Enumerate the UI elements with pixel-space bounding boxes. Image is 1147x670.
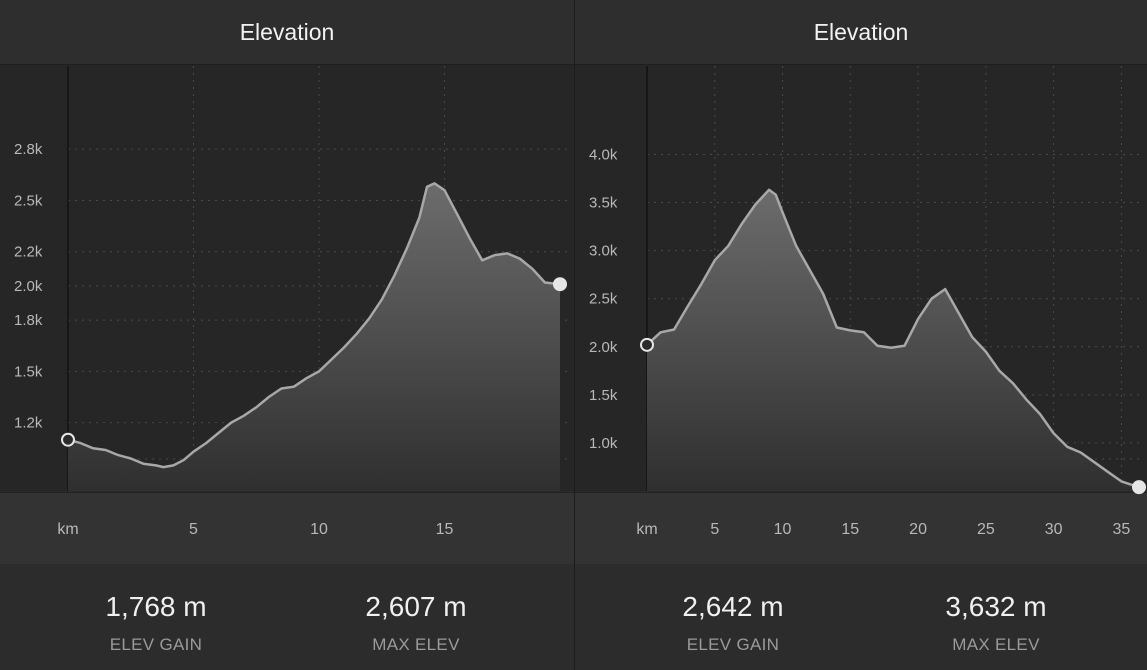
elev-gain-label: ELEV GAIN (686, 635, 780, 654)
end-marker (553, 277, 567, 292)
stats-band: 1,768 m ELEV GAIN 2,607 m MAX ELEV (0, 564, 574, 670)
x-tick-label: 30 (1045, 521, 1063, 538)
x-tick-label: 5 (710, 521, 719, 538)
elev-gain-value: 2,642 m (682, 591, 784, 622)
end-marker (1132, 480, 1146, 495)
elevation-chart-left: 1.2k 1.5k 1.8k 2.0k 2.2k 2.5k 2.8k 5 10 15 km (0, 65, 574, 538)
y-tick-label: 3.0k (589, 243, 618, 260)
panel-title: Elevation (0, 0, 574, 65)
y-tick-label: 2.0k (14, 278, 43, 295)
elev-gain-label: ELEV GAIN (109, 635, 203, 654)
start-marker (61, 432, 75, 447)
panel-title: Elevation (575, 0, 1147, 65)
y-tick-label: 2.2k (14, 244, 43, 261)
y-tick-label: 1.8k (14, 312, 43, 329)
elevation-line (646, 188, 1140, 489)
start-marker (640, 337, 654, 352)
x-tick-label: 15 (436, 521, 454, 538)
max-elev-stat: 3,632 m MAX ELEV (886, 564, 1106, 655)
x-tick-label: 10 (774, 521, 792, 538)
x-axis-label: km (636, 521, 657, 538)
x-tick-label: 10 (310, 521, 328, 538)
y-tick-label: 2.0k (589, 339, 618, 356)
y-tick-label: 2.8k (14, 141, 43, 158)
y-tick-label: 1.2k (14, 415, 43, 432)
y-tick-label: 2.5k (14, 192, 43, 209)
y-tick-label: 2.5k (589, 291, 618, 308)
max-elev-value: 2,607 m (365, 591, 467, 622)
stats-band: 2,642 m ELEV GAIN 3,632 m MAX ELEV (575, 564, 1147, 670)
max-elev-stat: 2,607 m MAX ELEV (306, 564, 526, 655)
x-axis-band (575, 492, 1147, 565)
x-tick-label: 25 (977, 521, 995, 538)
x-tick-label: 15 (841, 521, 859, 538)
elevation-area (68, 183, 560, 491)
elev-gain-stat: 1,768 m ELEV GAIN (46, 564, 266, 655)
x-tick-label: 5 (189, 521, 198, 538)
elevation-panel-right: Elevation 1.0k 1.5k 2.0k 2.5k 3.0k 3.5k 4.0k 5 1… (574, 0, 1147, 670)
max-elev-label: MAX ELEV (952, 635, 1040, 654)
elev-gain-value: 1,768 m (105, 591, 207, 622)
x-tick-label: 20 (909, 521, 927, 538)
y-tick-label: 3.5k (589, 195, 618, 212)
elevation-chart-right: 1.0k 1.5k 2.0k 2.5k 3.0k 3.5k 4.0k 5 10 15 20 25 30 3… (575, 65, 1147, 538)
x-tick-label: 35 (1112, 521, 1130, 538)
elev-gain-stat: 2,642 m ELEV GAIN (623, 564, 843, 655)
y-tick-label: 1.5k (14, 363, 43, 380)
y-tick-label: 1.5k (589, 387, 618, 404)
elevation-area (647, 189, 1139, 492)
y-tick-label: 1.0k (589, 435, 618, 452)
max-elev-label: MAX ELEV (372, 635, 460, 654)
elevation-line (67, 182, 561, 469)
x-axis-label: km (57, 521, 78, 538)
max-elev-value: 3,632 m (945, 591, 1047, 622)
y-tick-label: 4.0k (589, 146, 618, 163)
elevation-panel-left: Elevation 1.2k 1.5k 1.8k 2.0k 2.2k 2.5k 2.8k 5 1… (0, 0, 574, 670)
